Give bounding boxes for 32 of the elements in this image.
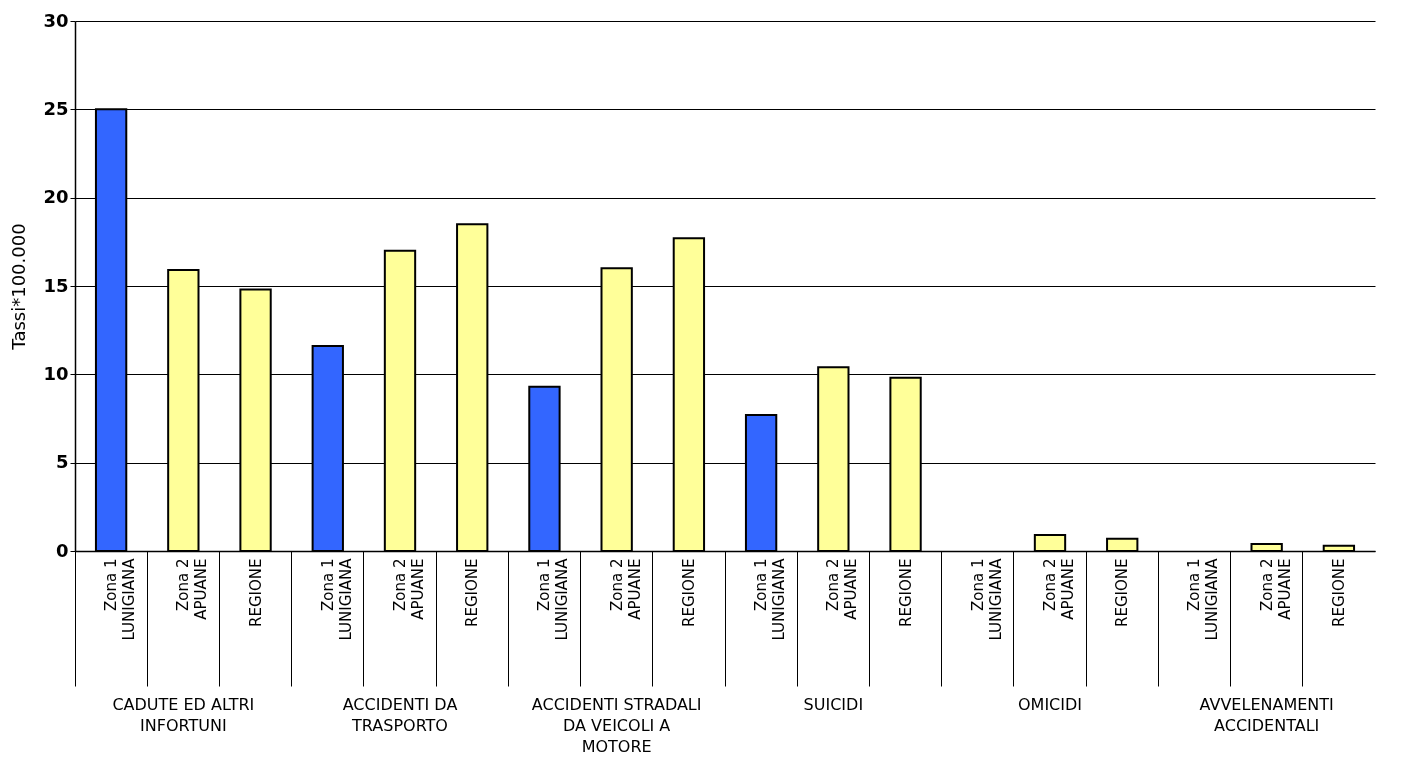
x-tick-label: REGIONE — [246, 558, 265, 627]
text: AVVELENAMENTI ACCIDENTALI — [1199, 695, 1334, 735]
x-tick-label: Zona 2 APUANE — [1041, 558, 1077, 620]
x-tick-label: Zona 1 LUNIGIANA — [1185, 557, 1222, 641]
x-tick-label: Zona 2 APUANE — [1257, 558, 1294, 620]
x-tick-label: Zona 1 LUNIGIANA — [968, 557, 1005, 641]
y-tick-label: 0 — [55, 539, 69, 561]
y-tick-label: 10 — [43, 362, 69, 384]
text: SUICIDI — [803, 695, 864, 714]
x-tick-label: REGIONE — [1113, 558, 1132, 627]
text: ACCIDENTI DA TRASPORTO — [342, 695, 458, 735]
x-tick-label: Zona 2 APUANE — [174, 558, 211, 620]
y-axis-title: Tassi*100.000 — [8, 223, 30, 351]
x-tick-label: Zona 1 LUNIGIANA — [102, 557, 139, 641]
text: CADUTE ED ALTRI INFORTUNI — [112, 695, 255, 735]
x-tick-label: REGIONE — [463, 558, 482, 627]
text: OMICIDI — [1017, 695, 1083, 714]
text: ACCIDENTI STRADALI DA VEICOLI A MOTORE — [531, 695, 702, 756]
x-tick-label: Zona 1 LUNIGIANA — [752, 557, 789, 641]
y-tick-label: 15 — [43, 274, 69, 296]
x-tick-label: REGIONE — [679, 558, 698, 627]
x-tick-label: REGIONE — [896, 558, 915, 627]
y-tick-label: 20 — [43, 186, 69, 208]
x-tick-label: Zona 2 APUANE — [824, 558, 861, 620]
x-tick-label: REGIONE — [1329, 558, 1348, 627]
x-tick-label: Zona 1 LUNIGIANA — [535, 557, 572, 641]
y-tick-label: 25 — [43, 97, 69, 119]
x-tick-label: Zona 2 APUANE — [391, 558, 427, 620]
x-tick-label: Zona 2 APUANE — [607, 558, 644, 620]
y-tick-label: 5 — [55, 451, 69, 473]
y-tick-label: 30 — [43, 9, 69, 31]
x-tick-label: Zona 1 LUNIGIANA — [318, 557, 355, 641]
